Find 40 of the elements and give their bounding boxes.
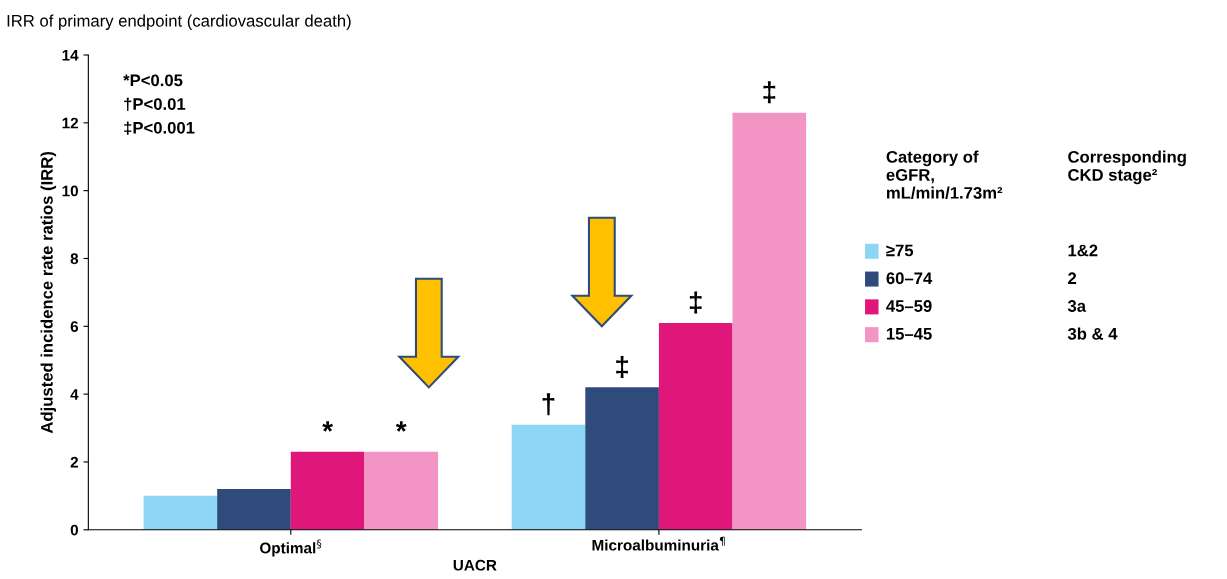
y-tick-label: 10 [62,185,78,197]
text: 2 [1068,272,1077,284]
y-tick-label: 6 [70,321,79,332]
data-label: ‡ [689,291,702,314]
y-tick-label: 12 [62,117,79,129]
y-axis-title: Adjusted incidence rate ratios (IRR) [40,151,57,434]
bar [585,387,659,530]
y-tick-label: 4 [70,389,79,400]
y-tick-label: 0 [70,524,78,536]
x-axis-title: UACR [453,559,497,571]
bar [732,112,807,530]
bar [217,489,291,530]
text: 3a [1067,300,1087,312]
bar [511,424,586,530]
legend-label: 60–74 [886,272,933,285]
x-tick-label: Microalbuminuria$^{¶}$ [592,536,725,551]
legend-label: 45–59 [886,300,932,312]
x-tick-label: Optimal$^{§}$ [260,539,322,557]
chart-title: IRR of primary endpoint (cardiovascular death) [7,14,351,31]
legend-title: Category of eGFR, mL/min/1.73m² [886,150,1003,199]
legend-label: 15–45 [886,328,932,340]
text: 3b & 4 [1067,327,1118,340]
data-label: ‡ [616,355,628,378]
annotation: *P<0.05 [123,74,183,87]
data-label: * [322,421,333,432]
data-label: * [395,421,407,432]
legend-label: ≥75 [886,244,914,257]
y-tick-label: 2 [70,456,79,468]
annotation: ‡P<0.001 [124,121,195,135]
data-label: † [542,393,555,416]
bar [364,451,439,530]
data-label: ‡ [763,81,776,104]
y-tick-label: 14 [62,50,79,61]
y-tick-label: 8 [70,253,79,265]
text: 1&2 [1068,244,1098,257]
bar [143,495,218,530]
annotation: †P<0.01 [124,97,186,111]
text: Corresponding CKD stage² [1068,150,1186,185]
bar [658,322,733,530]
bar [290,451,365,530]
